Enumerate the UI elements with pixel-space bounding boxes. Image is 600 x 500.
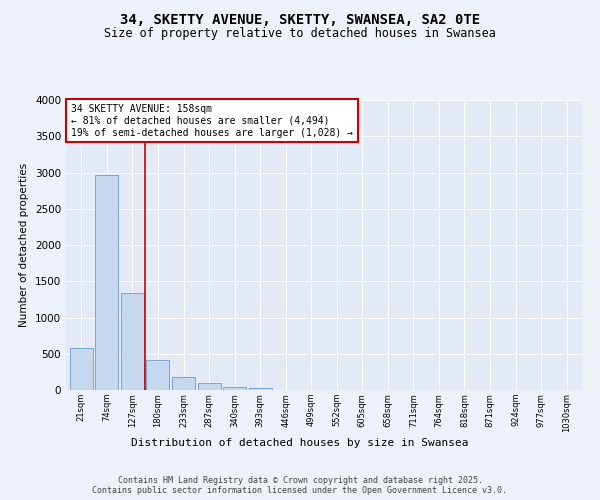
Text: 34 SKETTY AVENUE: 158sqm
← 81% of detached houses are smaller (4,494)
19% of sem: 34 SKETTY AVENUE: 158sqm ← 81% of detach… (71, 104, 353, 138)
Y-axis label: Number of detached properties: Number of detached properties (19, 163, 29, 327)
Bar (248, 388, 272, 390)
Text: 34, SKETTY AVENUE, SKETTY, SWANSEA, SA2 0TE: 34, SKETTY AVENUE, SKETTY, SWANSEA, SA2 … (120, 12, 480, 26)
Text: Contains HM Land Registry data © Crown copyright and database right 2025.
Contai: Contains HM Land Registry data © Crown c… (92, 476, 508, 495)
Bar (197, 383, 221, 390)
Bar (172, 378, 195, 390)
Bar (121, 293, 144, 390)
Text: Distribution of detached houses by size in Swansea: Distribution of detached houses by size … (131, 438, 469, 448)
Bar (146, 360, 169, 390)
Bar (95, 174, 118, 390)
Text: Size of property relative to detached houses in Swansea: Size of property relative to detached ho… (104, 28, 496, 40)
Bar (223, 386, 246, 390)
Bar (70, 348, 93, 390)
